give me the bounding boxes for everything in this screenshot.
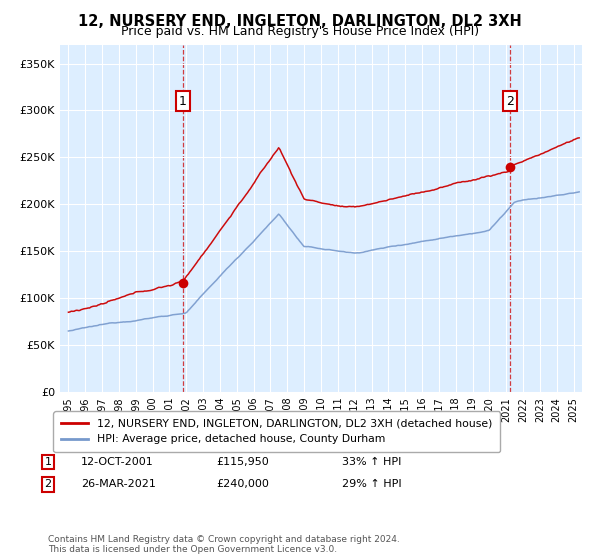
Text: Price paid vs. HM Land Registry's House Price Index (HPI): Price paid vs. HM Land Registry's House …	[121, 25, 479, 38]
Text: Contains HM Land Registry data © Crown copyright and database right 2024.
This d: Contains HM Land Registry data © Crown c…	[48, 535, 400, 554]
Text: 26-MAR-2021: 26-MAR-2021	[81, 479, 156, 489]
Text: 12, NURSERY END, INGLETON, DARLINGTON, DL2 3XH: 12, NURSERY END, INGLETON, DARLINGTON, D…	[78, 14, 522, 29]
Text: 2: 2	[44, 479, 52, 489]
Text: £240,000: £240,000	[216, 479, 269, 489]
Text: £115,950: £115,950	[216, 457, 269, 467]
Text: 33% ↑ HPI: 33% ↑ HPI	[342, 457, 401, 467]
Text: 1: 1	[44, 457, 52, 467]
Legend: 12, NURSERY END, INGLETON, DARLINGTON, DL2 3XH (detached house), HPI: Average pr: 12, NURSERY END, INGLETON, DARLINGTON, D…	[53, 412, 500, 452]
Text: 2: 2	[506, 95, 514, 108]
Text: 1: 1	[179, 95, 187, 108]
Text: 12-OCT-2001: 12-OCT-2001	[81, 457, 154, 467]
Text: 29% ↑ HPI: 29% ↑ HPI	[342, 479, 401, 489]
